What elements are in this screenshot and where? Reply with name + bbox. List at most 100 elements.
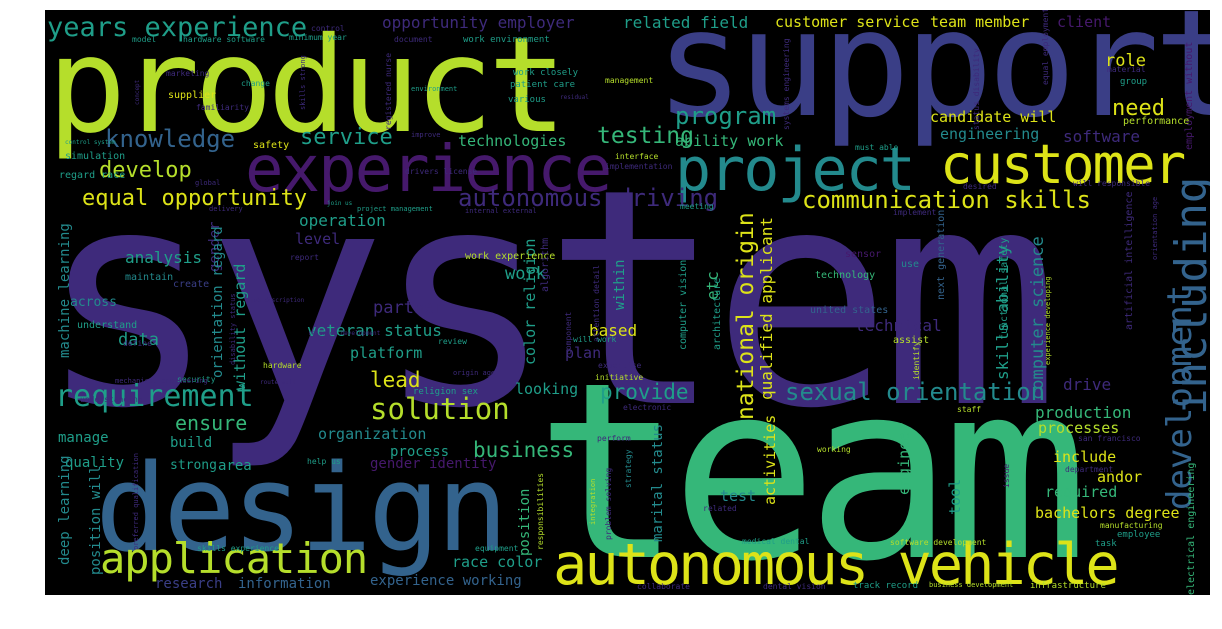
word-plan: plan bbox=[565, 344, 602, 362]
word-desired: desired bbox=[963, 182, 997, 191]
word-sexual-orientation: sexual orientation bbox=[785, 378, 1046, 406]
word-analysis: analysis bbox=[125, 248, 203, 267]
word-position: position bbox=[517, 488, 533, 556]
word-artificial-intelligence: artificial intelligence bbox=[1124, 191, 1135, 330]
word-software-development: software development bbox=[890, 538, 987, 547]
word-based: based bbox=[589, 321, 638, 340]
word-model: model bbox=[132, 35, 157, 44]
word-computer-vision: computer vision bbox=[678, 259, 689, 350]
word-race-color: race color bbox=[452, 553, 543, 571]
word-strategy: strategy bbox=[624, 449, 633, 488]
word-quality: quality bbox=[65, 455, 125, 471]
word-initiative: initiative bbox=[595, 373, 644, 382]
word-activities: activities bbox=[761, 414, 779, 505]
word-various: various bbox=[508, 95, 546, 105]
word-status-disability: status disability bbox=[972, 48, 981, 130]
word-research: research bbox=[155, 576, 223, 592]
word-tool: tool bbox=[946, 478, 964, 515]
word-marketing: marketing bbox=[166, 69, 210, 78]
word-process: process bbox=[390, 444, 450, 460]
word-related: related bbox=[703, 504, 737, 513]
word-test: test bbox=[720, 487, 757, 505]
word-organization: organization bbox=[318, 425, 427, 443]
word-team-member: team member bbox=[930, 13, 1030, 31]
word-requirement: requirement bbox=[55, 379, 254, 414]
word-strong: strong bbox=[170, 458, 217, 473]
word-familiarity: familiarity bbox=[196, 103, 249, 112]
word-drive: drive bbox=[1063, 375, 1112, 394]
word-supplier: supplier bbox=[168, 90, 217, 101]
word-knowledge: knowledge bbox=[105, 125, 236, 153]
word-algorithm: algorithm bbox=[540, 237, 551, 292]
word-internal-external: internal external bbox=[465, 207, 537, 215]
word-support: support bbox=[655, 10, 1210, 150]
word-customer-service: customer service bbox=[775, 13, 920, 31]
word-sensor: sensor bbox=[845, 249, 882, 260]
word-deep-learning: deep learning bbox=[57, 455, 73, 565]
word-architecture: architecture bbox=[712, 277, 723, 350]
word-equipment: equipment bbox=[475, 544, 519, 553]
word-veteran-status: veteran status bbox=[307, 321, 442, 340]
word-create: create bbox=[173, 279, 210, 290]
word-across: across bbox=[70, 295, 117, 310]
word-assist: assist bbox=[893, 335, 930, 346]
word-partner: partner bbox=[373, 298, 445, 318]
word-help-us: help us bbox=[307, 457, 341, 466]
word-testing: testing bbox=[597, 123, 694, 149]
word-cloud: system team support product design exper… bbox=[45, 10, 1210, 595]
word-role: role bbox=[1105, 51, 1146, 71]
word-production: production bbox=[1035, 403, 1132, 422]
word-use: use bbox=[901, 259, 920, 270]
word-origin-age: origin age bbox=[453, 369, 496, 377]
word-united-states: united states bbox=[810, 305, 889, 316]
word-position-will: position will bbox=[88, 465, 104, 575]
word-processes: processes bbox=[1038, 419, 1120, 437]
word-business: business bbox=[473, 438, 575, 462]
word-functional-safety: functional safety bbox=[999, 237, 1010, 340]
word-qualified-applicant: qualified applicant bbox=[757, 216, 776, 400]
word-program: program bbox=[675, 102, 777, 130]
word-route-will: route will bbox=[260, 379, 297, 386]
word-engineer: engineer bbox=[895, 422, 913, 495]
word-task: task bbox=[1095, 539, 1117, 549]
word-preferred-qualification: preferred qualification bbox=[132, 453, 140, 550]
word-group: group bbox=[1120, 77, 1148, 87]
word-experience: experience bbox=[245, 133, 612, 207]
word-must-able: must able bbox=[855, 143, 899, 152]
word-work-closely: work closely bbox=[513, 68, 579, 78]
word-dental-vision: dental vision bbox=[763, 582, 826, 591]
word-san-francisco: san francisco bbox=[1078, 434, 1141, 443]
word-systems-engineering: systems engineering bbox=[782, 38, 791, 130]
word-provide: provide bbox=[600, 380, 689, 404]
word-solution: solution bbox=[370, 392, 510, 426]
word-minimum-year: minimum year bbox=[289, 33, 347, 42]
word-system: system bbox=[45, 125, 1061, 474]
word-component: component bbox=[564, 311, 573, 355]
word-develop: develop bbox=[99, 158, 192, 183]
word-will-work: will work bbox=[573, 335, 617, 344]
word-information: information bbox=[238, 576, 331, 592]
word-autonomous-driving: autonomous driving bbox=[458, 184, 719, 212]
word-medical-dental: medical dental bbox=[742, 537, 810, 546]
word-experience-developing: experience developing bbox=[1044, 276, 1052, 365]
word-concept: concept bbox=[134, 79, 141, 105]
word-lead: lead bbox=[370, 368, 421, 392]
word-marital-status: marital status bbox=[650, 423, 666, 542]
word-maintain: maintain bbox=[125, 272, 174, 283]
word-platform: platform bbox=[350, 344, 423, 362]
word-electronic: electronic bbox=[623, 403, 672, 412]
word-define: define bbox=[123, 339, 152, 348]
word-work-environment: work environment bbox=[463, 35, 550, 45]
word-product: product bbox=[47, 10, 567, 163]
word-software: software bbox=[1063, 127, 1141, 146]
word-review: review bbox=[438, 337, 467, 346]
word-technical: technical bbox=[855, 316, 942, 335]
word-work-experience: work experience bbox=[465, 251, 556, 262]
word-engineering: engineering bbox=[940, 125, 1040, 143]
word-work: work bbox=[505, 264, 546, 284]
word-join-us: join us bbox=[327, 200, 353, 207]
word-performance: performance bbox=[1123, 116, 1190, 127]
word-technology: technology bbox=[815, 270, 876, 281]
word-within: within bbox=[612, 259, 628, 310]
word-understand: understand bbox=[77, 320, 138, 331]
